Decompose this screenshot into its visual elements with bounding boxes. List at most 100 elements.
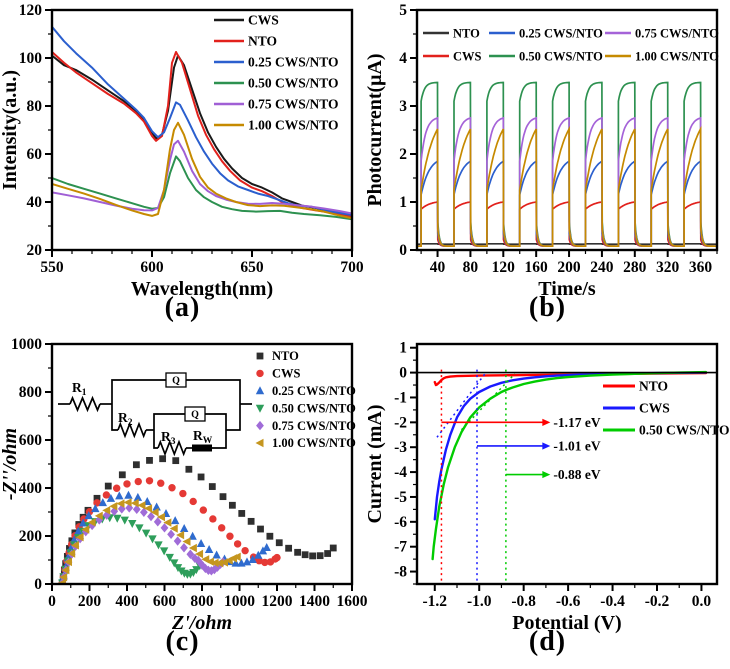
chart-b: 40 80 120 160 200 240 280 320 360 0 1 2 3 4 5 Time/s Pho… xyxy=(364,2,719,300)
x-tick-label: 240 xyxy=(590,259,614,276)
legend-label-0-75-cws-nto: 0.75 CWS/NTO xyxy=(635,27,719,41)
legend-marker-1-00-cws-nto xyxy=(255,438,264,448)
y-tick-label: 2 xyxy=(399,146,407,163)
legend-label-cws: CWS xyxy=(453,50,482,64)
legend-marker-nto xyxy=(256,352,264,360)
x-tick-label: 0.0 xyxy=(692,593,712,610)
y-tick-label: -4 xyxy=(394,464,407,481)
x-tick-label: -0.6 xyxy=(556,593,581,610)
y-tick-label: 0 xyxy=(399,242,407,259)
panel-b: 40 80 120 160 200 240 280 320 360 0 1 2 3 4 5 Time/s Pho… xyxy=(364,0,730,335)
y-tick-label: 80 xyxy=(27,98,43,115)
legend-label-0-50-cws-nto: 0.50 CWS/NTO xyxy=(519,50,603,64)
legend-label-0-25-cws-nto: 0.25 CWS/NTO xyxy=(519,27,603,41)
plot-mount-c: 0 200 400 600 800 1000 1200 1400 1600 0 200 400 600 8… xyxy=(0,334,368,636)
y-tick-label: 800 xyxy=(19,384,43,401)
plot-mount-a: 550 600 650 700 20 40 60 80 100 120 Wavelength(nm)… xyxy=(0,0,365,302)
axis-box xyxy=(415,8,719,252)
annotation-label-0-88-ev: -0.88 eV xyxy=(553,467,600,482)
x-tick-label: 40 xyxy=(430,259,446,276)
series-cws xyxy=(52,54,352,217)
legend-label-0-25-cws-nto: 0.25 CWS/NTO xyxy=(248,55,339,70)
legend: NTO CWS 0.25 CWS/NTO 0.50 CWS/NTO 0.75 CWS/N… xyxy=(255,349,356,450)
annotation-label-1-01-ev: -1.01 eV xyxy=(553,438,600,453)
y-tick-label: -7 xyxy=(394,539,407,556)
legend-label-1-00-cws-nto: 1.00 CWS/NTO xyxy=(248,118,339,133)
legend-label-cws: CWS xyxy=(272,367,301,381)
series-0-50-cws-nto xyxy=(417,81,717,248)
series-cws xyxy=(417,201,717,248)
arrowhead xyxy=(542,470,551,479)
series-0-75-cws-nto xyxy=(52,139,352,215)
chart-d: -1.17 eV -1.01 eV -0.88 eV -1.2 -1.0 -0.8 -0.6… xyxy=(364,340,730,634)
x-axis-title: Time/s xyxy=(538,278,596,300)
legend-label-0-75-cws-nto: 0.75 CWS/NTO xyxy=(248,97,339,112)
y-axis-title: Photocurrent(μA) xyxy=(364,53,386,206)
x-tick-label: 120 xyxy=(492,259,516,276)
y-tick-label: 400 xyxy=(19,480,43,497)
plot-area xyxy=(417,81,717,248)
y-tick-label: 600 xyxy=(19,432,43,449)
y-tick-label: 1000 xyxy=(11,336,42,353)
y-tick-label: 20 xyxy=(27,242,43,259)
plot-area xyxy=(52,25,352,221)
panel-c: 0 200 400 600 800 1000 1200 1400 1600 0 200 400 600 8… xyxy=(0,334,368,669)
panel-caption-d: (d) xyxy=(528,626,567,657)
series-0-25-cws-nto xyxy=(52,25,352,217)
series-1-00-cws-nto xyxy=(417,125,717,248)
series-0-50-cws-nto xyxy=(431,370,708,561)
legend-marker-0-25-cws-nto xyxy=(255,386,265,395)
x-tick-label: 160 xyxy=(525,259,549,276)
y-axis-title: -Z''/ohm xyxy=(0,428,21,500)
x-tick-label: -1.0 xyxy=(467,593,492,610)
series-1-00-cws-nto xyxy=(52,121,352,220)
legend: NTO 0.25 CWS/NTO 0.75 CWS/NTO CWS 0.50 CWS/N… xyxy=(423,27,719,64)
chart-a: 550 600 650 700 20 40 60 80 100 120 Wavelength(nm)… xyxy=(0,2,364,300)
plot-mount-b: 40 80 120 160 200 240 280 320 360 0 1 2 3 4 5 Time/s Pho… xyxy=(364,0,730,302)
x-tick-label: -0.2 xyxy=(645,593,670,610)
x-tick-label: 1000 xyxy=(224,593,255,610)
legend-label-0-75-cws-nto: 0.75 CWS/NTO xyxy=(272,419,356,433)
x-tick-label: 400 xyxy=(115,593,139,610)
x-tick-label: 650 xyxy=(240,259,264,276)
x-tick-label: -0.4 xyxy=(600,593,625,610)
component-label: RW xyxy=(193,428,213,446)
cpe-box xyxy=(165,372,187,388)
y-tick-label: 1 xyxy=(399,194,407,211)
y-tick-label: -3 xyxy=(394,439,407,456)
legend-label-nto: NTO xyxy=(639,379,668,394)
arrowhead xyxy=(542,418,551,426)
x-axis-title: Wavelength(nm) xyxy=(131,278,273,300)
plot-mount-d: -1.17 eV -1.01 eV -0.88 eV -1.2 -1.0 -0.8 -0.6… xyxy=(364,334,730,636)
legend-marker-0-50-cws-nto xyxy=(255,404,265,413)
annotation-label-1-17-ev: -1.17 eV xyxy=(553,415,600,430)
axis-ticks: 40 80 120 160 200 240 280 320 360 0 1 2 3 4 5 xyxy=(399,2,718,276)
x-tick-label: 200 xyxy=(78,593,102,610)
axis-ticks: 0 200 400 600 800 1000 1200 1400 1600 0 200 400 600 8… xyxy=(11,336,368,610)
x-tick-label: 1400 xyxy=(299,593,330,610)
x-tick-label: 600 xyxy=(153,593,177,610)
panel-caption-b: (b) xyxy=(528,292,567,323)
y-tick-label: 100 xyxy=(19,50,43,67)
legend-label-nto: NTO xyxy=(453,27,480,41)
x-axis-title: Potential (V) xyxy=(512,612,621,634)
panel-d: -1.17 eV -1.01 eV -0.88 eV -1.2 -1.0 -0.8 -0.6… xyxy=(364,334,730,669)
y-tick-label: 3 xyxy=(399,98,407,115)
y-tick-label: -5 xyxy=(394,489,407,506)
x-tick-label: 0 xyxy=(48,593,56,610)
y-tick-label: 0 xyxy=(34,576,42,593)
y-tick-label: -2 xyxy=(394,414,407,431)
legend-label-1-00-cws-nto: 1.00 CWS/NTO xyxy=(272,436,356,450)
series-0-75-cws-nto xyxy=(417,116,717,248)
legend-marker-cws xyxy=(256,369,264,378)
y-tick-label: -6 xyxy=(394,514,407,531)
tangent-line xyxy=(436,372,487,438)
chart-c: 0 200 400 600 800 1000 1200 1400 1600 0 200 400 600 8… xyxy=(0,336,368,634)
x-tick-label: 280 xyxy=(623,259,647,276)
axis-box xyxy=(415,342,719,586)
x-tick-label: -1.2 xyxy=(423,593,448,610)
x-tick-label: 200 xyxy=(557,259,581,276)
series-1-00-cws-nto xyxy=(57,498,241,584)
y-axis-title: Current (mA) xyxy=(364,404,386,523)
